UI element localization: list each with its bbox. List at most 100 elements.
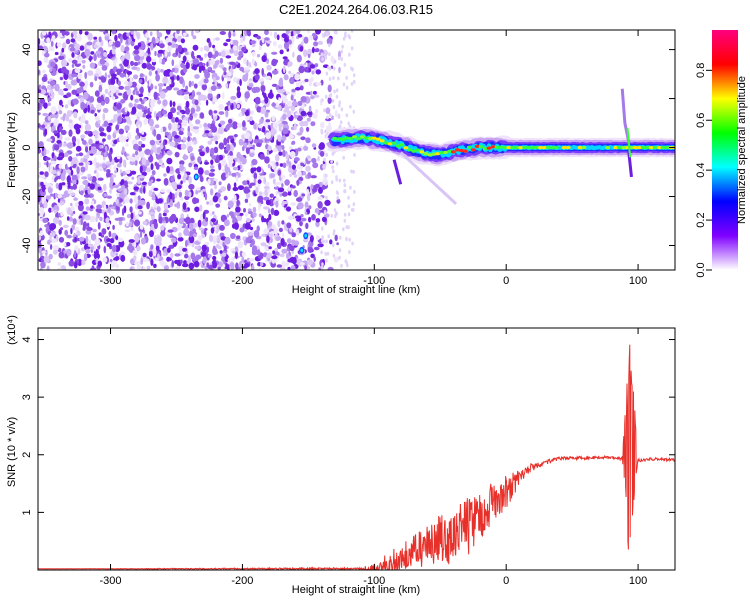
noise-speck [130, 60, 134, 66]
noise-speck [271, 69, 279, 75]
noise-speck [338, 178, 342, 183]
noise-speck [64, 229, 69, 236]
noise-speck [141, 171, 147, 177]
noise-speck [111, 260, 118, 265]
noise-speck [245, 213, 248, 217]
noise-speck [185, 100, 190, 109]
noise-speck [213, 146, 219, 154]
signal-core [648, 146, 654, 150]
noise-speck [84, 130, 91, 135]
noise-speck [133, 186, 140, 191]
noise-speck [108, 230, 112, 238]
noise-speck [106, 125, 112, 133]
noise-speck [97, 151, 102, 156]
noise-speck [258, 78, 265, 82]
noise-speck [188, 262, 195, 270]
noise-speck [326, 32, 329, 37]
noise-speck [233, 182, 237, 188]
noise-speck [115, 263, 120, 269]
noise-speck [66, 242, 71, 247]
noise-speck [118, 128, 125, 135]
noise-speck [126, 70, 133, 75]
noise-speck [99, 216, 103, 222]
noise-speck [133, 62, 139, 66]
noise-speck [103, 245, 107, 254]
noise-speck [38, 174, 41, 178]
signal-core [379, 139, 385, 143]
noise-speck [227, 135, 234, 140]
noise-speck [290, 265, 296, 270]
noise-speck [169, 141, 176, 147]
noise-speck [73, 111, 78, 119]
noise-speck [201, 95, 207, 101]
noise-speck [290, 31, 295, 37]
noise-speck [127, 181, 133, 185]
signal-core [633, 146, 638, 150]
noise-speck [124, 125, 130, 132]
noise-speck [50, 61, 56, 68]
y-tick-label: -40 [21, 238, 33, 254]
noise-speck [134, 234, 139, 239]
noise-speck [257, 179, 262, 184]
noise-speck [70, 38, 76, 43]
noise-speck [225, 83, 229, 89]
noise-speck [156, 133, 162, 141]
noise-speck [210, 168, 216, 172]
noise-speck [102, 113, 106, 121]
noise-speck [101, 148, 106, 153]
noise-speck [303, 66, 309, 73]
noise-speck [179, 109, 185, 113]
signal-core [470, 148, 476, 152]
noise-speck [238, 112, 243, 117]
noise-speck [106, 243, 112, 247]
noise-speck [139, 175, 145, 179]
noise-speck [306, 155, 311, 160]
noise-speck [123, 93, 129, 101]
noise-speck [60, 129, 67, 136]
noise-speck [130, 212, 134, 220]
noise-speck [178, 130, 184, 136]
noise-speck [218, 162, 222, 171]
noise-speck [63, 224, 69, 229]
noise-speck [185, 216, 191, 225]
noise-speck [226, 102, 233, 106]
colorbar-tick-label: 0.2 [695, 212, 707, 227]
noise-speck [100, 100, 105, 106]
noise-speck [227, 257, 231, 265]
noise-speck [300, 96, 307, 103]
noise-speck [204, 71, 211, 79]
noise-speck [94, 133, 98, 139]
noise-speck [311, 157, 317, 164]
noise-speck [245, 217, 251, 223]
noise-speck [58, 163, 63, 169]
noise-speck [148, 70, 152, 77]
noise-speck [311, 214, 316, 221]
noise-speck [194, 206, 200, 213]
noise-speck [266, 40, 272, 44]
signal-core [403, 146, 409, 150]
noise-speck [157, 198, 163, 204]
noise-speck [350, 46, 354, 51]
noise-speck [128, 243, 133, 250]
noise-speck [57, 198, 61, 203]
noise-speck [182, 263, 189, 268]
noise-speck [300, 110, 307, 117]
noise-speck [338, 248, 342, 253]
noise-speck [41, 76, 48, 82]
noise-speck [95, 215, 99, 223]
noise-speck [53, 155, 57, 162]
noise-speck [323, 210, 327, 215]
noise-speck [315, 108, 319, 114]
noise-speck [296, 132, 303, 136]
noise-speck [137, 104, 143, 110]
noise-speck [199, 112, 205, 119]
noise-speck [207, 51, 213, 59]
x-tick-label: 0 [503, 575, 509, 587]
noise-speck [286, 222, 292, 229]
noise-speck [193, 140, 198, 145]
noise-speck [85, 229, 92, 235]
noise-speck [311, 143, 317, 148]
noise-speck [212, 112, 218, 117]
noise-speck [40, 181, 44, 187]
x-tick-label: 0 [503, 275, 509, 287]
